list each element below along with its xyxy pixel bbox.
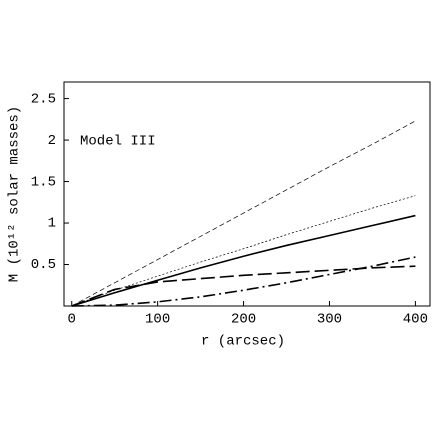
y-tick-label: 2 xyxy=(48,133,56,149)
line-series xyxy=(71,214,416,307)
x-tick-label: 100 xyxy=(145,312,170,328)
x-tick-label: 300 xyxy=(317,312,342,328)
y-tick-label: 1 xyxy=(48,216,56,232)
line-series xyxy=(71,195,416,307)
y-tick-label: 2.5 xyxy=(31,91,56,107)
y-tick-label: 0.5 xyxy=(31,257,56,273)
line-series xyxy=(71,256,416,307)
x-axis-label: r (arcsec) xyxy=(201,334,285,350)
x-tick-label: 200 xyxy=(231,312,256,328)
x-tick-label: 400 xyxy=(403,312,428,328)
annotation: Model III xyxy=(80,134,156,150)
y-tick-label: 1.5 xyxy=(31,174,56,190)
plot-frame xyxy=(63,81,431,307)
line-series xyxy=(71,120,416,307)
line-series xyxy=(71,265,416,307)
x-tick-label: 0 xyxy=(68,312,76,328)
y-axis-label: M (10¹² solar masses) xyxy=(7,106,23,282)
